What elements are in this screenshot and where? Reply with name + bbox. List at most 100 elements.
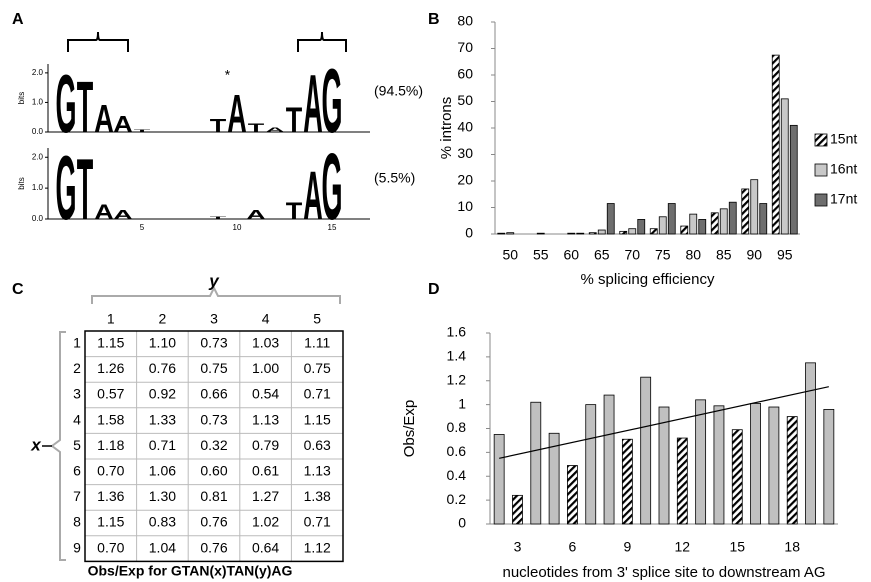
logo-letter: A: [113, 112, 133, 138]
y-tick-label: 1.2: [447, 371, 467, 387]
bar: [637, 219, 646, 235]
column-header: 4: [262, 311, 270, 327]
panel-label: C: [12, 281, 24, 298]
y-tick-label: 0: [458, 515, 466, 531]
x-tick-label: 18: [784, 539, 800, 555]
cell: 0.75: [304, 360, 331, 376]
row-header: 6: [73, 463, 81, 479]
y-tick-label: 0.0: [32, 214, 44, 223]
logo-letter: A: [303, 58, 322, 151]
bar: [585, 404, 597, 525]
x-tick-label: 70: [624, 247, 640, 263]
cell: 0.73: [200, 335, 227, 351]
legend-label: 15nt: [830, 131, 857, 147]
cell: 0.70: [97, 539, 124, 555]
bar: [621, 438, 633, 525]
bar: [728, 201, 737, 235]
logo-letter: A: [246, 208, 265, 222]
cell: 0.70: [97, 463, 124, 479]
y-tick-label: 2.0: [32, 68, 44, 77]
logo-letter: A: [227, 84, 246, 145]
y-tick-label: 10: [457, 198, 473, 214]
column-header: 2: [159, 311, 167, 327]
column-header: 3: [210, 311, 218, 327]
x-tick-label: 90: [746, 247, 762, 263]
y-axis-title: Obs/Exp: [401, 400, 418, 458]
bar: [786, 416, 798, 525]
panel-label: B: [428, 11, 440, 28]
cell: 0.61: [252, 463, 279, 479]
bar: [576, 232, 585, 235]
x-tick-label: 12: [675, 539, 691, 555]
cell: 0.76: [149, 360, 176, 376]
table-border: [84, 330, 344, 563]
x-tick-label: 10: [233, 223, 242, 232]
y-tick-label: 0: [465, 225, 473, 241]
bar: [823, 408, 835, 525]
cell: 0.83: [149, 514, 176, 530]
bar: [750, 179, 759, 235]
bar: [698, 219, 707, 235]
y-tick-label: 1.4: [447, 348, 467, 364]
table-title: Obs/Exp for GTAN(x)TAN(y)AG: [88, 563, 293, 579]
logo-letter: T: [77, 67, 93, 148]
logo-letter: A: [94, 97, 113, 141]
cell: 1.06: [149, 463, 176, 479]
cell: 1.33: [149, 411, 176, 427]
legend-swatch: [814, 163, 828, 177]
cell: 0.71: [149, 437, 176, 453]
cell: 1.13: [304, 463, 331, 479]
y-tick-label: 0.0: [32, 127, 44, 136]
bar: [640, 376, 652, 525]
cell: 0.92: [149, 386, 176, 402]
y-label: y: [208, 271, 220, 290]
bar: [695, 399, 707, 525]
x-tick-label: 15: [729, 539, 745, 555]
bar: [567, 465, 578, 525]
x-tick-label: 15: [328, 223, 337, 232]
cell: 0.75: [200, 360, 227, 376]
logo-letter: T: [286, 198, 303, 224]
y-tick-label: 2.0: [32, 152, 44, 161]
bar: [759, 203, 768, 235]
cell: 0.66: [200, 386, 227, 402]
cell: 1.11: [304, 335, 330, 351]
legend-swatch: [814, 193, 828, 207]
logo-letter: A: [303, 158, 322, 234]
row-header: 7: [73, 488, 81, 504]
bar: [676, 437, 688, 525]
bar: [548, 432, 560, 525]
x-tick-label: 85: [716, 247, 732, 263]
bar: [619, 230, 628, 235]
y-axis-label: bits: [17, 177, 26, 189]
x-tick-label: 55: [533, 247, 549, 263]
y-tick-label: 70: [457, 39, 473, 55]
cell: 1.58: [97, 411, 124, 427]
cell: 1.15: [97, 514, 124, 530]
bar: [658, 216, 667, 235]
cell: 1.13: [252, 411, 279, 427]
y-tick-label: 0.2: [447, 491, 467, 507]
y-tick-label: 1.0: [32, 183, 44, 192]
cell: 0.54: [252, 386, 279, 402]
bar: [493, 434, 505, 525]
y-tick-label: 80: [457, 13, 473, 29]
bar: [536, 232, 545, 235]
legend-swatch: [814, 133, 828, 147]
cell: 1.00: [252, 360, 279, 376]
bar: [628, 228, 637, 235]
x-tick-label: 9: [623, 539, 631, 555]
cell: 0.73: [200, 411, 227, 427]
logo-letter: A: [94, 200, 114, 224]
row-header: 5: [73, 437, 81, 453]
cell: 0.60: [200, 463, 227, 479]
column-header: 1: [107, 311, 115, 327]
y-tick-label: 1.6: [447, 324, 467, 340]
logo-letter: T: [210, 216, 227, 220]
x-tick-label: 65: [594, 247, 610, 263]
cell: 0.76: [200, 539, 227, 555]
logo-letter: A: [113, 208, 132, 222]
logo-letter: T: [286, 101, 302, 140]
row-header: 9: [73, 539, 81, 555]
cell: 1.03: [252, 335, 279, 351]
